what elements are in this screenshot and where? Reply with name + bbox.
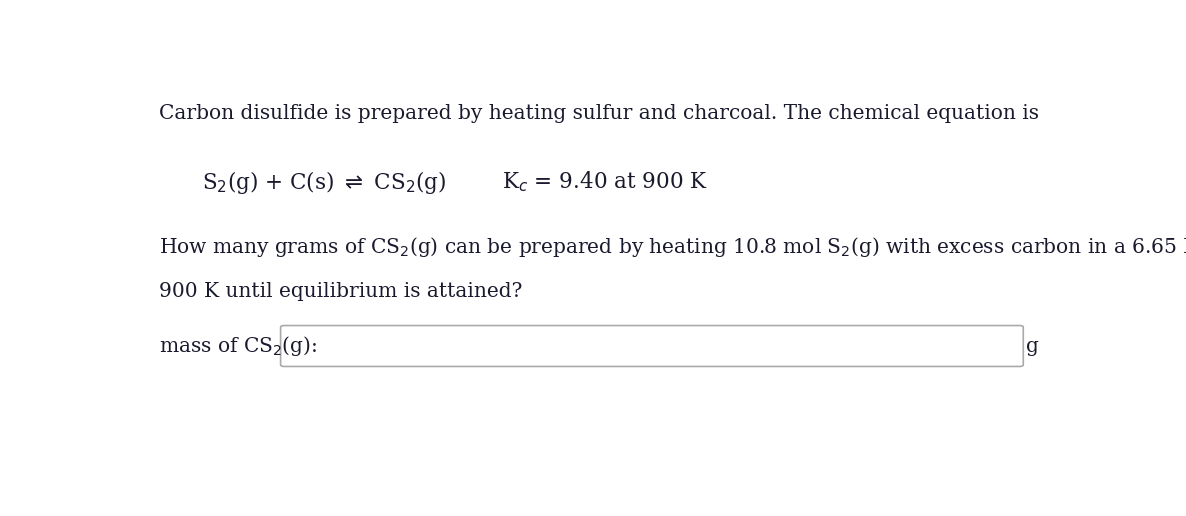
Text: How many grams of CS$_2$(g) can be prepared by heating 10.8 mol S$_2$(g) with ex: How many grams of CS$_2$(g) can be prepa… [159,235,1186,259]
FancyBboxPatch shape [281,326,1024,366]
Text: Carbon disulfide is prepared by heating sulfur and charcoal. The chemical equati: Carbon disulfide is prepared by heating … [159,104,1039,123]
Text: K$_c$ = 9.40 at 900 K: K$_c$ = 9.40 at 900 K [502,169,708,194]
Text: mass of CS$_2$(g):: mass of CS$_2$(g): [159,334,318,358]
Text: g: g [1026,336,1039,356]
Text: S$_2$(g) + C(s) $\rightleftharpoons$ CS$_2$(g): S$_2$(g) + C(s) $\rightleftharpoons$ CS$… [202,169,446,196]
Text: 900 K until equilibrium is attained?: 900 K until equilibrium is attained? [159,282,523,301]
